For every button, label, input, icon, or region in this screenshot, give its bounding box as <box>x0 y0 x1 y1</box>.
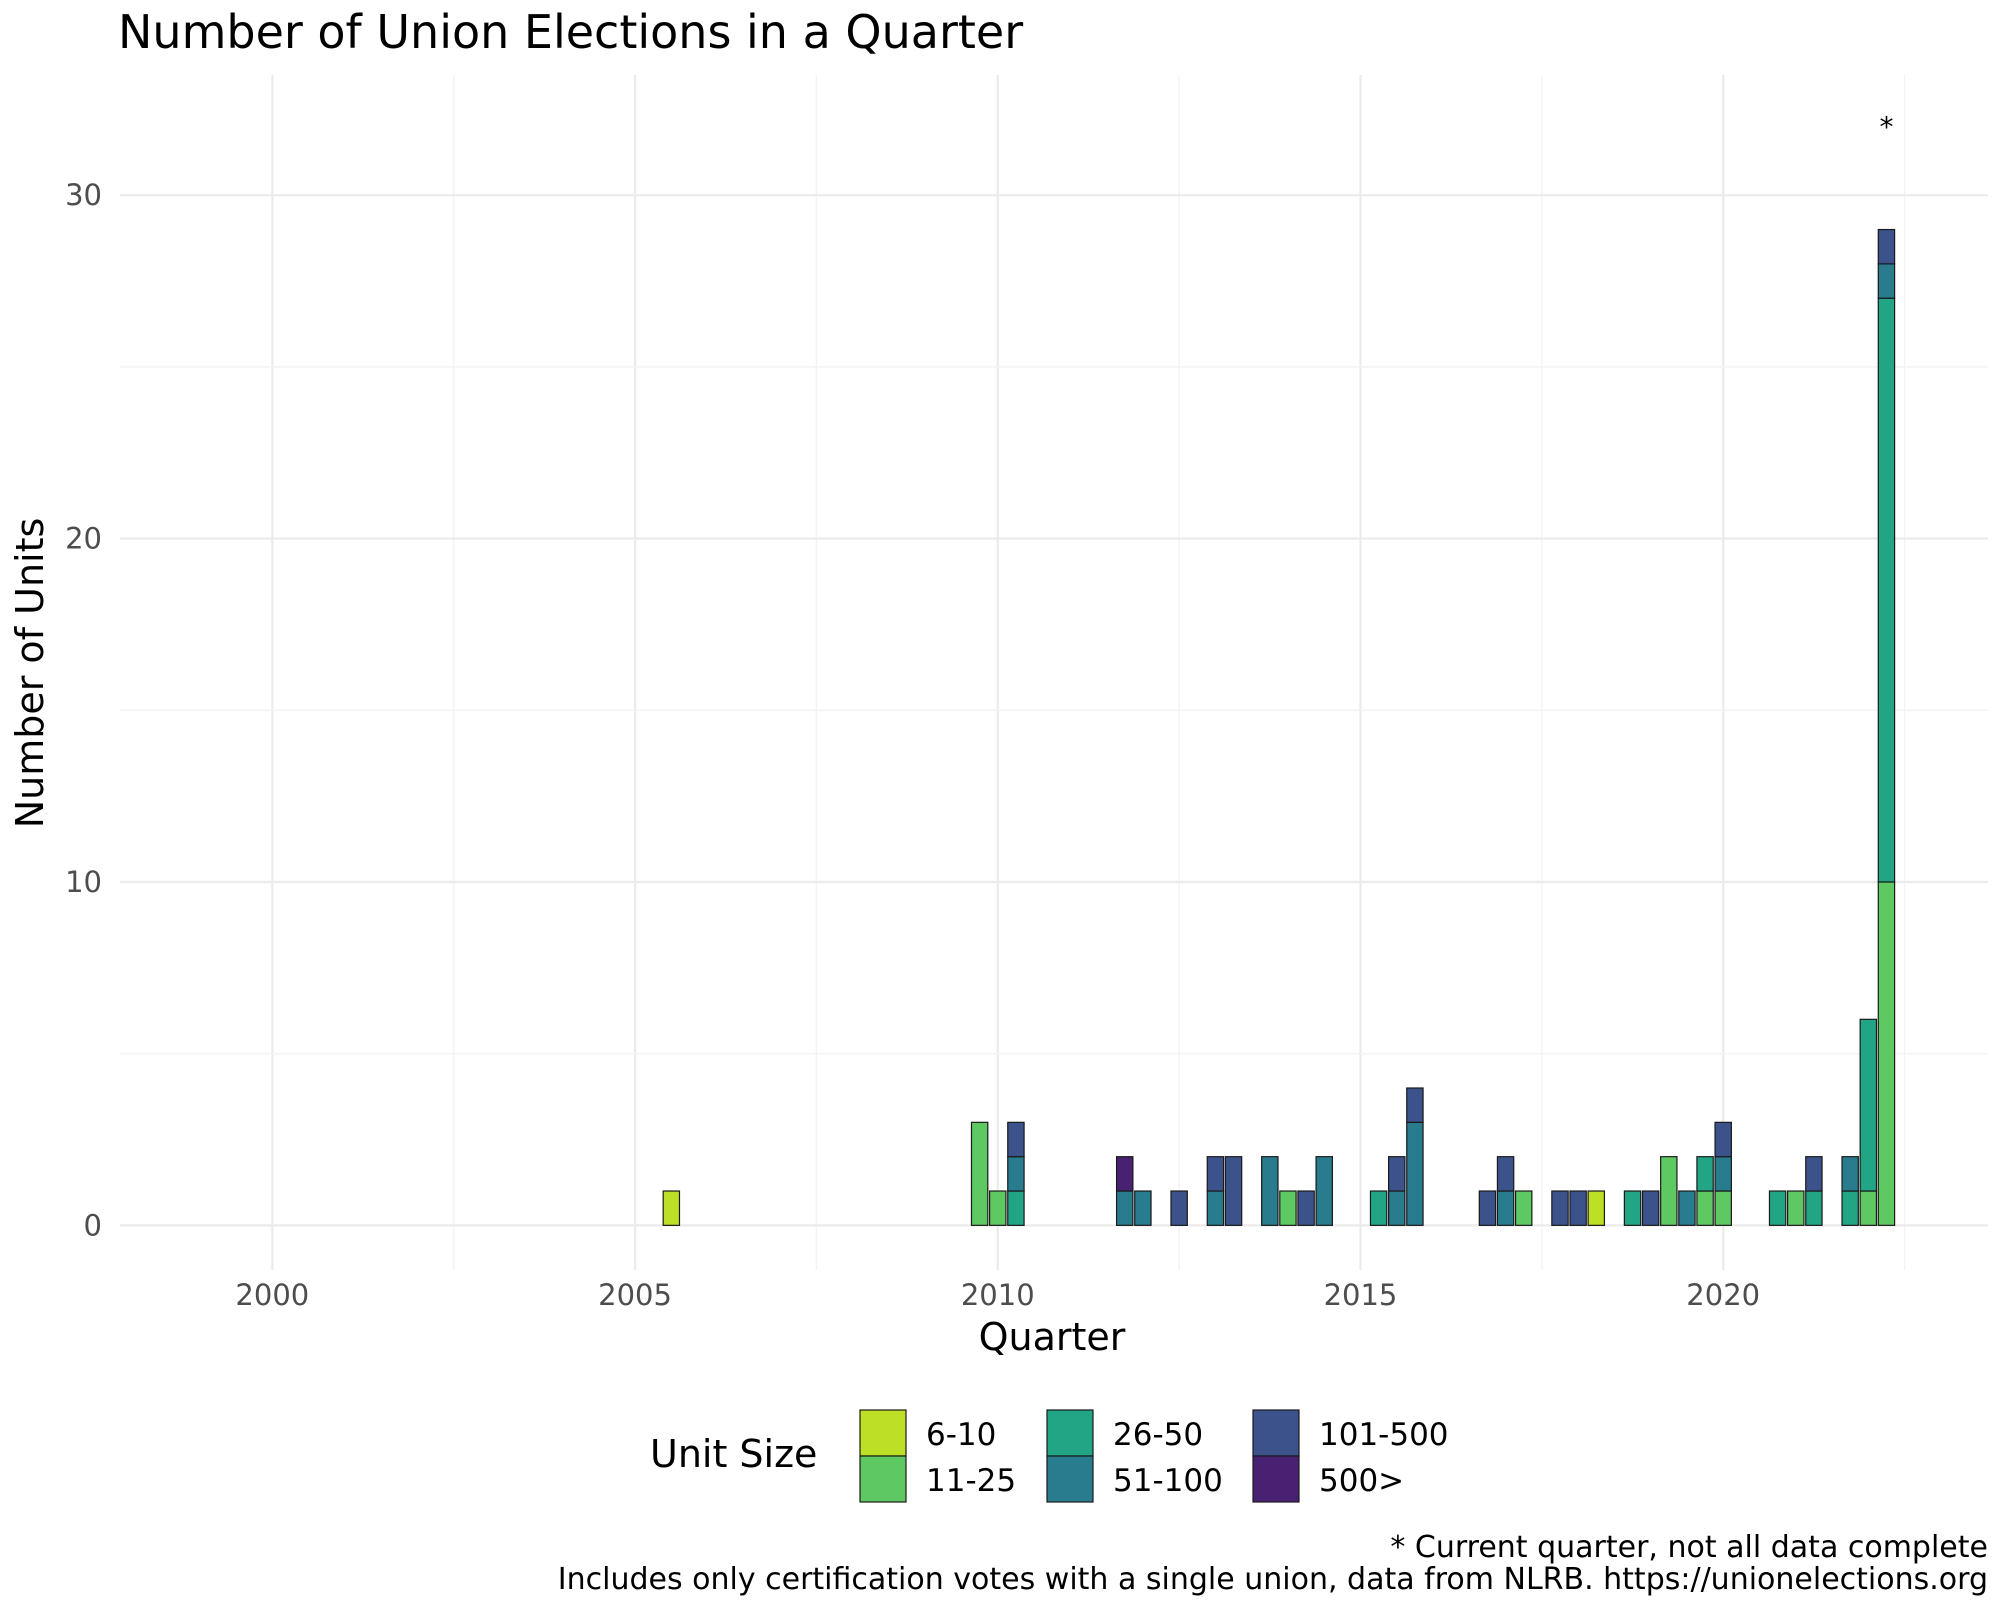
bar-segment <box>1115 1156 1134 1192</box>
bar-segment <box>1206 1156 1225 1192</box>
legend-swatch <box>859 1409 907 1457</box>
x-tick-label: 2015 <box>1324 1278 1398 1312</box>
bar-segment <box>1678 1190 1696 1226</box>
bar-segment <box>1877 228 1896 265</box>
bar-segment <box>1514 1190 1533 1226</box>
bar-segment <box>1170 1190 1188 1226</box>
bar-segment <box>1261 1156 1279 1226</box>
bar-segment <box>1587 1190 1606 1226</box>
bar-segment <box>1134 1190 1152 1226</box>
x-tick-label: 2020 <box>1686 1278 1760 1312</box>
bar-segment <box>1696 1190 1714 1226</box>
bar-segment <box>1859 1190 1878 1226</box>
bar-segment <box>1641 1190 1660 1226</box>
bar-segment <box>1224 1156 1243 1226</box>
bar-segment <box>989 1190 1007 1226</box>
bar-segment <box>1388 1156 1406 1192</box>
bar-segment <box>1007 1121 1025 1158</box>
legend-swatch <box>1252 1455 1300 1503</box>
y-tick-label: 0 <box>84 1208 102 1242</box>
legend-label: 101-500 <box>1319 1417 1449 1453</box>
caption-note: * Current quarter, not all data complete <box>1390 1530 1988 1565</box>
legend-swatch <box>859 1455 907 1503</box>
bar-segment <box>1714 1121 1732 1158</box>
legend-swatch <box>1046 1409 1094 1457</box>
bar-segment <box>1768 1190 1787 1226</box>
grid-lines <box>120 75 1988 1270</box>
bar-segment <box>1569 1190 1587 1226</box>
bar-layer <box>662 228 1896 1226</box>
bar-segment <box>1496 1156 1515 1192</box>
y-axis-ticks: 0 10 20 30 <box>65 178 102 1242</box>
bar-segment <box>1805 1190 1823 1226</box>
bar-segment <box>1877 881 1896 1226</box>
bar-segment <box>1841 1190 1859 1226</box>
bar-segment <box>1623 1190 1642 1226</box>
bar-segment <box>662 1190 681 1226</box>
legend-label: 11-25 <box>926 1463 1016 1499</box>
bar-segment <box>1206 1190 1225 1226</box>
legend-label: 500> <box>1319 1463 1404 1499</box>
x-tick-label: 2000 <box>235 1278 309 1312</box>
y-axis-title: Number of Units <box>8 518 52 829</box>
bar-segment <box>1805 1156 1823 1192</box>
x-tick-label: 2005 <box>598 1278 672 1312</box>
bar-segment <box>1007 1190 1025 1226</box>
bar-segment <box>1496 1190 1515 1226</box>
bar-segment <box>1696 1156 1714 1192</box>
bar-segment <box>1315 1156 1333 1226</box>
legend-label: 51-100 <box>1113 1463 1223 1499</box>
bar-segment <box>1859 1018 1878 1192</box>
caption-source: Includes only certification votes with a… <box>558 1562 1988 1597</box>
bar-segment <box>1877 263 1896 299</box>
bar-segment <box>1388 1190 1406 1226</box>
bar-segment <box>1660 1156 1678 1226</box>
bar-segment <box>1786 1190 1805 1226</box>
x-axis-title: Quarter <box>979 1315 1126 1359</box>
bar-segment <box>1714 1190 1732 1226</box>
y-tick-label: 30 <box>65 178 102 212</box>
bar-segment <box>1877 297 1896 883</box>
bar-segment <box>1478 1190 1497 1226</box>
bar-segment <box>1406 1121 1424 1226</box>
bar-segment <box>1007 1156 1025 1192</box>
y-tick-label: 20 <box>65 522 102 556</box>
bar-segment <box>970 1121 989 1226</box>
x-axis-ticks: 2000 2005 2010 2015 2020 <box>235 1278 1760 1312</box>
legend-label: 6-10 <box>926 1417 996 1453</box>
bar-segment <box>1714 1156 1732 1192</box>
bar-segment <box>1406 1087 1424 1123</box>
x-tick-label: 2010 <box>961 1278 1035 1312</box>
legend: Unit Size 6-10 11-25 26-50 51-100 101-500 500… <box>650 1409 1449 1503</box>
bar-segment <box>1369 1190 1388 1226</box>
legend-title: Unit Size <box>650 1432 817 1476</box>
bar-segment <box>1551 1190 1569 1226</box>
legend-swatch <box>1252 1409 1300 1457</box>
bar-segment <box>1297 1190 1315 1226</box>
legend-label: 26-50 <box>1113 1417 1203 1453</box>
bar-segment <box>1115 1190 1134 1226</box>
chart-title: Number of Union Elections in a Quarter <box>118 5 1023 59</box>
bar-segment <box>1279 1190 1297 1226</box>
legend-swatch <box>1046 1455 1094 1503</box>
annotation-layer: * <box>1879 111 1893 144</box>
y-tick-label: 10 <box>65 865 102 899</box>
annotation-asterisk: * <box>1879 111 1893 144</box>
bar-segment <box>1841 1156 1859 1192</box>
